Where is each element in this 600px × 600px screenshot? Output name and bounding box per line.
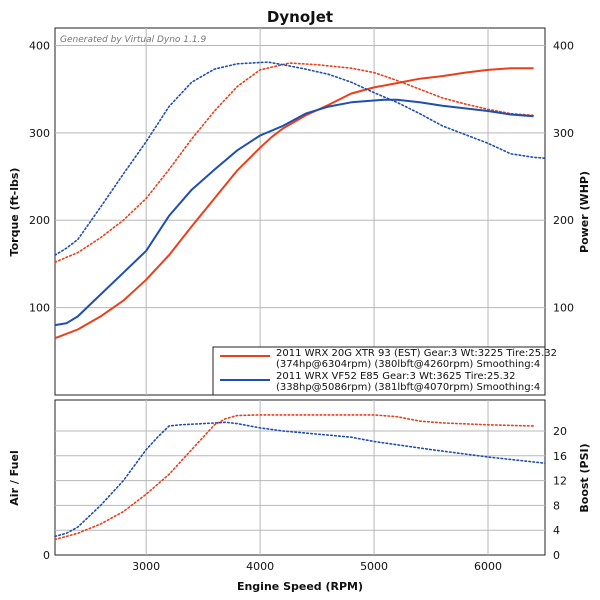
bottom-panel-series: [54, 414, 546, 541]
chart-title: DynoJet: [267, 8, 333, 26]
top-panel-frame: [54, 27, 546, 396]
series-line-4: [54, 61, 546, 256]
legend-entry-series-1-line2: (374hp@6304rpm) (380lbft@4260rpm) Smooth…: [276, 359, 540, 370]
y-tick-label-left: 400: [29, 39, 50, 52]
y-tick-label-right: 100: [553, 302, 574, 315]
y-tick-label-right: 16: [553, 450, 567, 463]
bottom-panel-ticks: 0 0 4 8 12 16 20 3000 4000 5000 6000: [43, 425, 567, 573]
x-tick-label: 6000: [474, 560, 502, 573]
y-tick-label-right: 400: [553, 39, 574, 52]
legend-entry-series-2-line1: 2011 WRX VF52 E85 Gear:3 Wt:3625 Tire:25…: [276, 371, 516, 382]
boost-axis-label: Boost (PSI): [578, 443, 591, 512]
legend-entry-series-2-line2: (338hp@5086rpm) (381lbft@4070rpm) Smooth…: [276, 382, 540, 393]
y-tick-label-right: 8: [553, 499, 560, 512]
legend: 2011 WRX 20G XTR 93 (EST) Gear:3 Wt:3225…: [212, 346, 557, 396]
y-tick-label-right: 20: [553, 425, 567, 438]
x-tick-label: 5000: [360, 560, 388, 573]
y-tick-label-right: 0: [553, 549, 560, 562]
x-axis-label: Engine Speed (RPM): [237, 580, 363, 593]
afr-boost-panel: 0 0 4 8 12 16 20 3000 4000 5000 6000 Air / Fuel Bo…: [8, 399, 591, 573]
top-panel-grid: [55, 28, 545, 395]
y-tick-label-right: 200: [553, 214, 574, 227]
afr-axis-label: Air / Fuel: [8, 450, 21, 505]
watermark: Generated by Virtual Dyno 1.1.9: [60, 35, 206, 45]
y-axis-label-right: Power (WHP): [578, 171, 591, 253]
y-tick-label-left: 300: [29, 127, 50, 140]
x-tick-label: 4000: [246, 560, 274, 573]
torque-power-panel: 100 200 300 400 100 200 300 400 Generated by Vi…: [8, 27, 591, 396]
y-tick-label-right: 4: [553, 524, 560, 537]
top-panel-series: [54, 61, 546, 340]
bottom-panel-grid: [55, 400, 545, 555]
series-line-1: [54, 414, 535, 541]
series-line-2: [54, 62, 535, 263]
y-tick-label-left: 200: [29, 214, 50, 227]
bottom-panel-frame: [54, 399, 546, 556]
y-tick-label-left: 100: [29, 302, 50, 315]
legend-entry-series-1-line1: 2011 WRX 20G XTR 93 (EST) Gear:3 Wt:3225…: [276, 348, 557, 359]
series-line-1: [54, 67, 534, 340]
series-line-2: [54, 421, 546, 538]
x-tick-label: 3000: [132, 560, 160, 573]
y-axis-label-left: Torque (ft-lbs): [8, 168, 21, 257]
top-panel-ticks: 100 200 300 400 100 200 300 400: [29, 39, 574, 314]
series-line-3: [54, 98, 534, 327]
y-tick-label-right: 12: [553, 475, 567, 488]
y-tick-label-right: 300: [553, 127, 574, 140]
y-tick-label-left: 0: [43, 549, 50, 562]
